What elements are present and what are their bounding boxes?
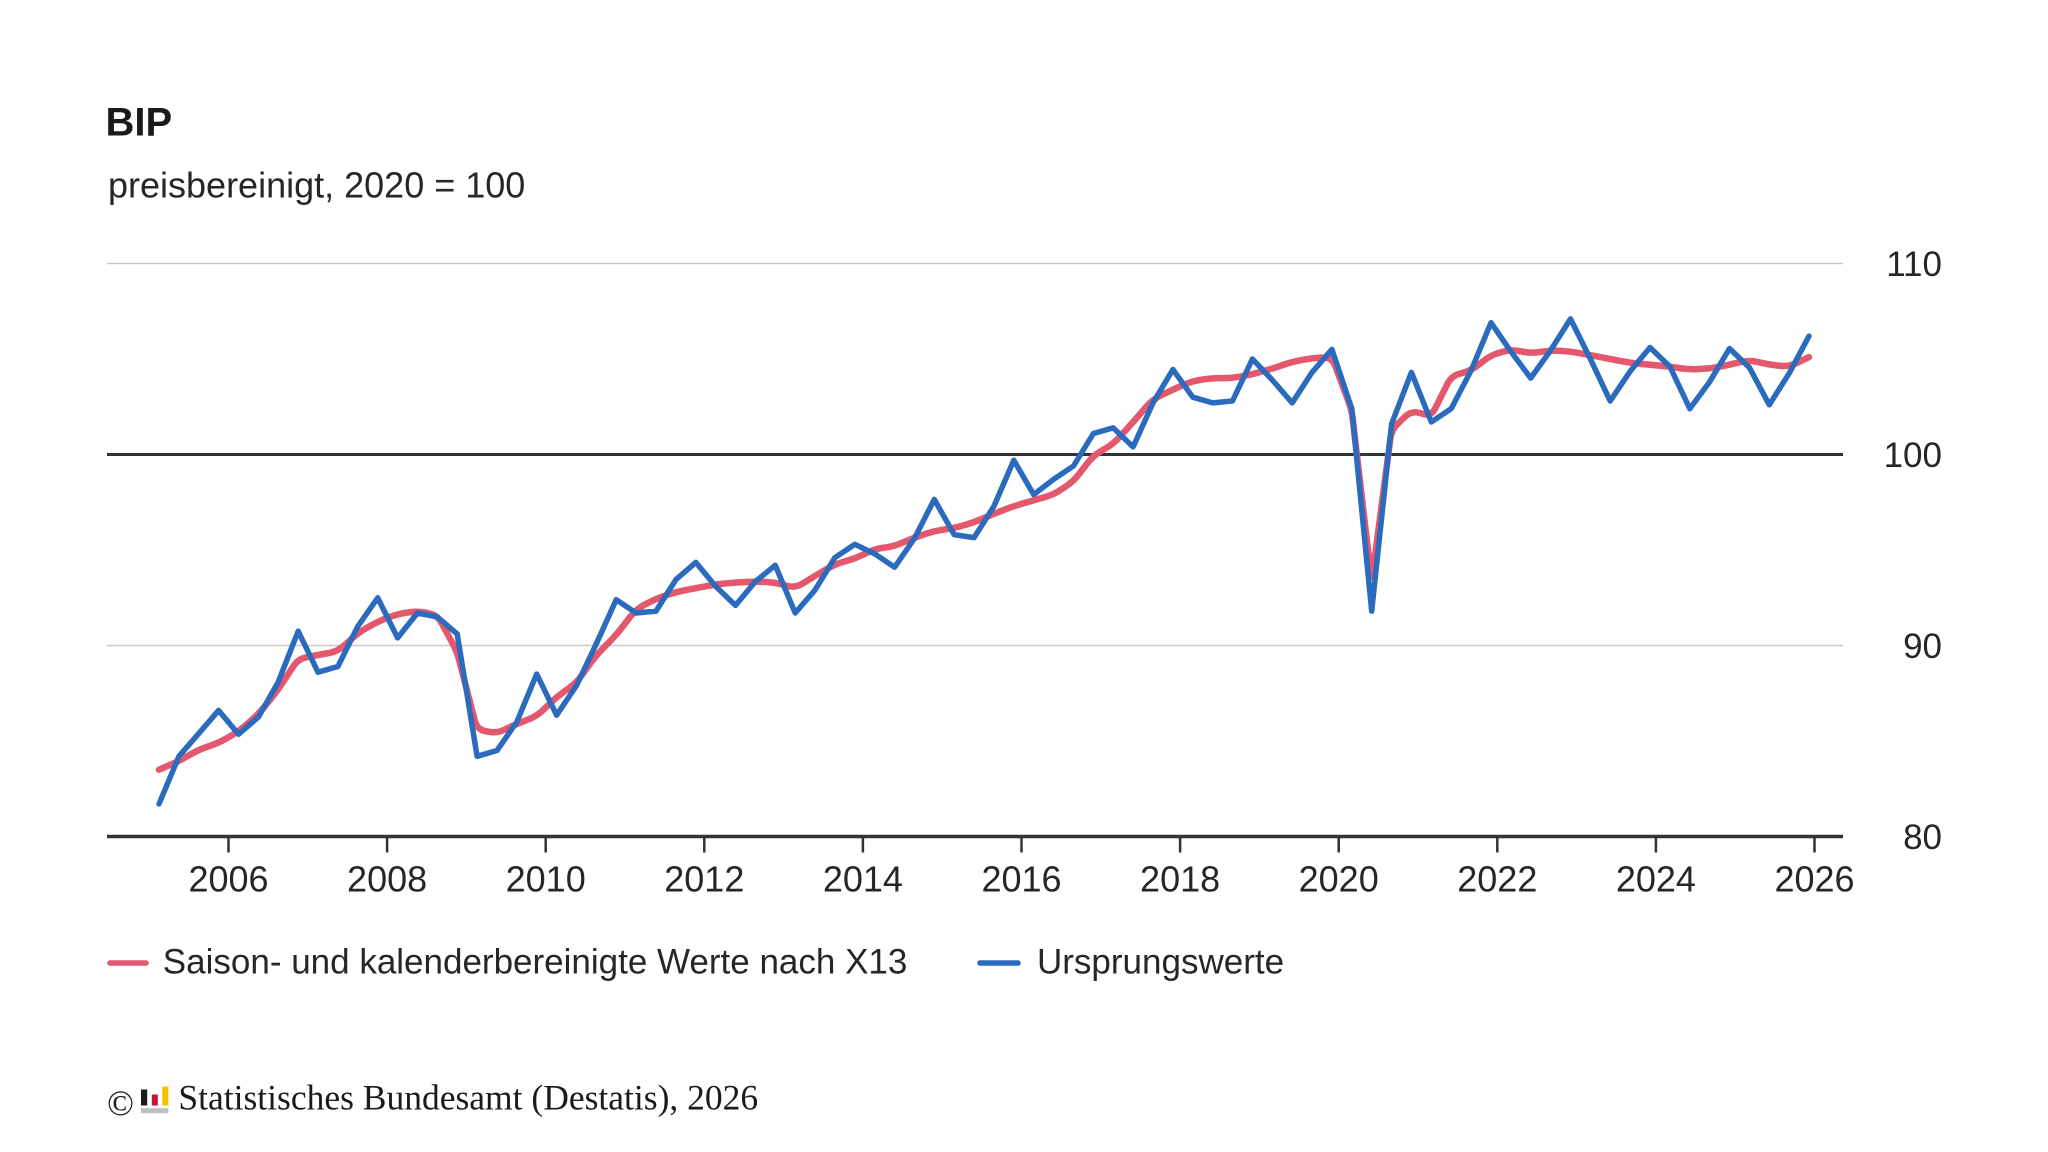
svg-text:100: 100 — [1884, 436, 1942, 475]
svg-text:90: 90 — [1903, 627, 1942, 666]
svg-text:©: © — [107, 1083, 134, 1123]
svg-text:110: 110 — [1886, 245, 1942, 284]
svg-text:2006: 2006 — [188, 859, 268, 900]
svg-text:2018: 2018 — [1140, 859, 1220, 900]
svg-text:2012: 2012 — [664, 859, 744, 900]
svg-text:BIP: BIP — [106, 101, 173, 145]
svg-text:2024: 2024 — [1616, 859, 1696, 900]
svg-text:2026: 2026 — [1774, 859, 1854, 900]
svg-text:2008: 2008 — [347, 859, 427, 900]
svg-text:2020: 2020 — [1299, 859, 1379, 900]
svg-text:80: 80 — [1903, 818, 1942, 857]
svg-text:preisbereinigt, 2020 = 100: preisbereinigt, 2020 = 100 — [108, 165, 525, 206]
svg-text:2014: 2014 — [823, 859, 903, 900]
svg-text:Ursprungswerte: Ursprungswerte — [1037, 943, 1284, 982]
svg-text:Saison- und kalenderbereinigte: Saison- und kalenderbereinigte Werte nac… — [163, 943, 908, 982]
svg-text:2010: 2010 — [506, 859, 586, 900]
svg-text:2016: 2016 — [981, 859, 1061, 900]
svg-text:2022: 2022 — [1457, 859, 1537, 900]
svg-text:Statistisches Bundesamt (Desta: Statistisches Bundesamt (Destatis), 2026 — [178, 1077, 758, 1117]
